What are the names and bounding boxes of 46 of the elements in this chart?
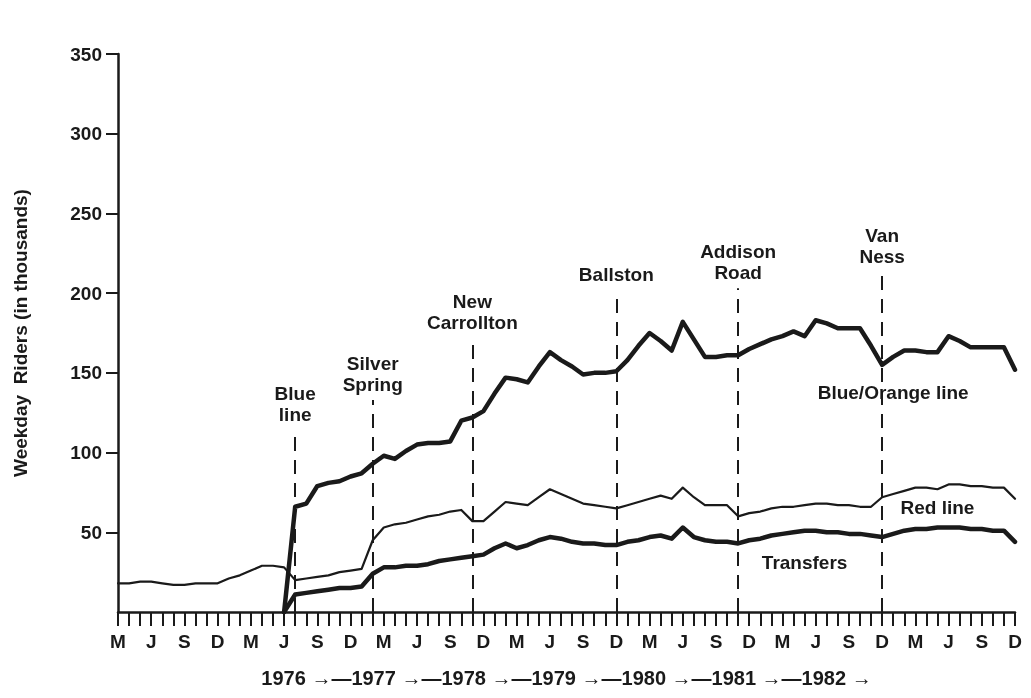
x-tick-label: S: [310, 631, 324, 652]
x-tick-label: J: [145, 631, 157, 652]
series-label: Transfers: [761, 551, 848, 573]
x-tick-label: M: [641, 631, 658, 652]
annotation: Silver Spring: [342, 352, 403, 395]
x-tick-label: S: [975, 631, 989, 652]
x-tick-label: D: [1008, 631, 1022, 652]
series-label: Red line: [900, 497, 975, 519]
x-tick-label: S: [178, 631, 191, 652]
series-label: Blue/Orange line: [817, 381, 969, 403]
y-axis-title: Weekday Riders (in thousands): [10, 189, 31, 477]
x-tick-label: M: [508, 631, 525, 652]
annotation: Blue line: [274, 383, 316, 426]
x-tick-label: M: [774, 631, 791, 652]
x-tick-label: S: [842, 631, 856, 652]
x-tick-label: J: [411, 631, 423, 652]
y-tick-label: 50: [80, 521, 102, 543]
x-tick-label: J: [278, 631, 290, 652]
x-tick-label: J: [677, 631, 689, 652]
y-tick-label: 100: [70, 442, 102, 464]
x-tick-label: M: [907, 631, 924, 652]
y-tick-label: 350: [70, 43, 102, 65]
y-tick-label: 300: [70, 123, 102, 145]
x-tick-label: D: [742, 631, 757, 652]
x-tick-label: J: [810, 631, 821, 652]
x-tick-label: S: [576, 631, 590, 652]
annotation: New Carrollton: [426, 290, 518, 333]
x-axis-title: 1976 →—1977 →—1978 →—1979 →—1980 →—1981 →—1982 →: [261, 667, 872, 689]
x-tick-label: D: [476, 631, 491, 652]
x-tick-label: S: [709, 631, 723, 652]
x-tick-label: D: [343, 631, 358, 652]
x-tick-label: D: [609, 631, 624, 652]
annotation: Van Ness: [859, 225, 905, 268]
x-tick-label: D: [210, 631, 225, 652]
y-tick-label: 200: [70, 282, 102, 304]
annotation: Ballston: [578, 263, 654, 285]
y-tick-label: 150: [70, 362, 102, 384]
x-tick-label: M: [242, 631, 259, 652]
x-tick-label: J: [544, 631, 556, 652]
y-tick-label: 250: [70, 202, 102, 224]
x-tick-label: M: [375, 631, 392, 652]
x-tick-label: M: [110, 631, 126, 652]
annotation: Addison Road: [700, 241, 777, 284]
x-tick-label: J: [943, 631, 954, 652]
x-tick-label: S: [443, 631, 457, 652]
x-tick-label: D: [875, 631, 889, 652]
